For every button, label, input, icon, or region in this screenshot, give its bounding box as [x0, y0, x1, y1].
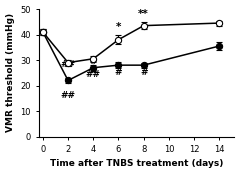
Text: #: #: [90, 57, 97, 66]
Text: ##: ##: [60, 60, 76, 69]
Text: ##: ##: [86, 70, 101, 79]
Text: #: #: [140, 68, 147, 77]
Text: ##: ##: [60, 91, 76, 100]
Text: **: **: [138, 9, 149, 19]
Text: *: *: [116, 22, 121, 32]
Y-axis label: VMR threshold (mmHg): VMR threshold (mmHg): [6, 13, 15, 132]
Text: #: #: [115, 68, 122, 77]
X-axis label: Time after TNBS treatment (days): Time after TNBS treatment (days): [50, 159, 223, 168]
